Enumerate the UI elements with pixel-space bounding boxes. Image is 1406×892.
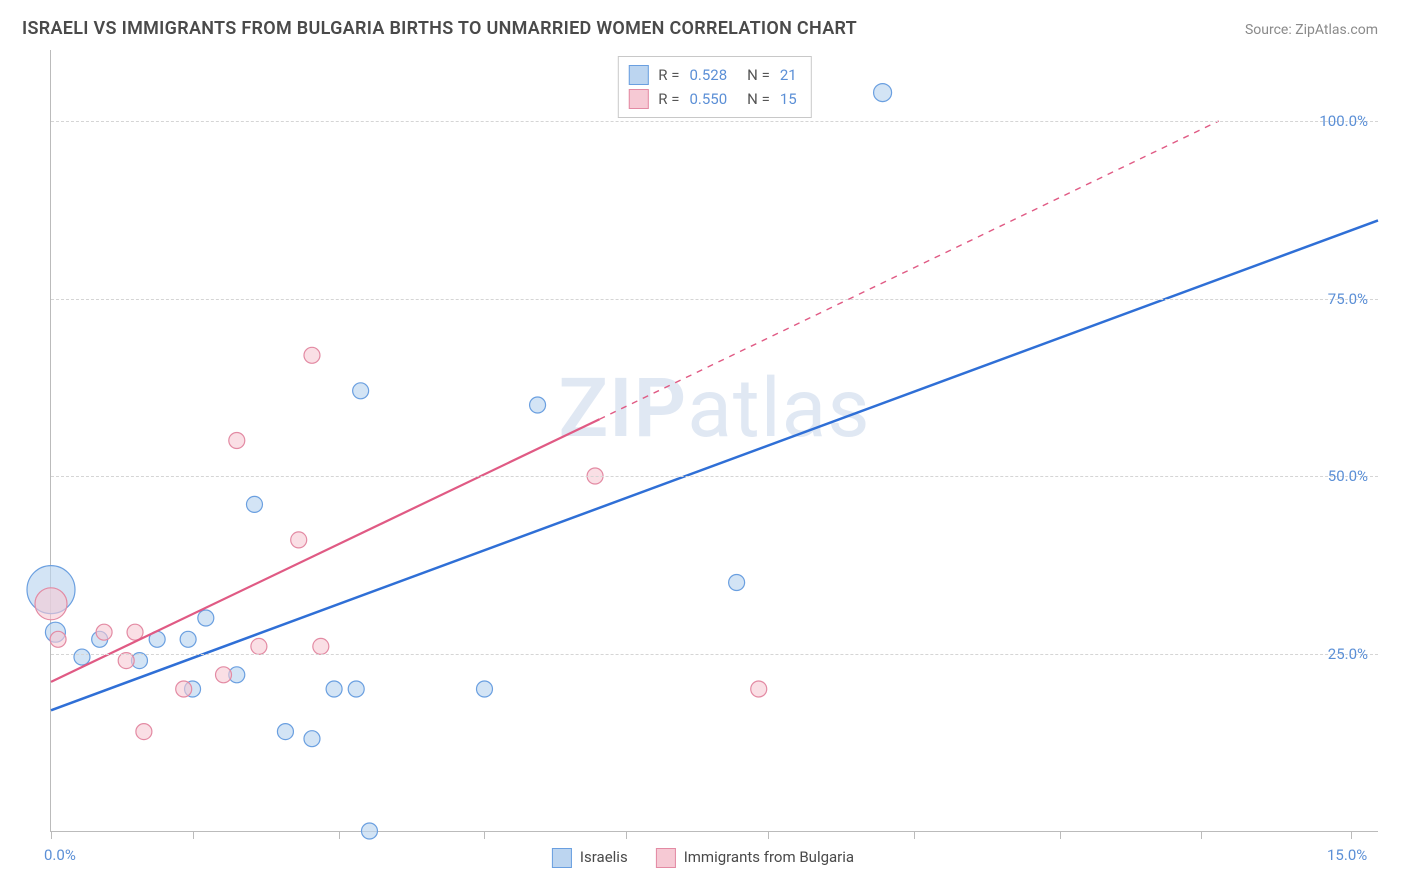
data-point <box>874 84 892 102</box>
data-point <box>729 575 745 591</box>
legend-series: Israelis Immigrants from Bulgaria <box>552 848 854 868</box>
data-point <box>353 383 369 399</box>
data-point <box>35 588 67 620</box>
x-tick <box>1201 831 1202 839</box>
data-point <box>304 731 320 747</box>
x-tick <box>193 831 194 839</box>
data-point <box>180 631 196 647</box>
data-point <box>304 347 320 363</box>
chart-title: ISRAELI VS IMMIGRANTS FROM BULGARIA BIRT… <box>22 18 857 39</box>
legend-series-item: Israelis <box>552 848 628 868</box>
legend-swatch <box>552 848 572 868</box>
gridline <box>51 654 1378 655</box>
x-tick-label: 0.0% <box>44 846 76 864</box>
source-label: Source: ZipAtlas.com <box>1245 22 1378 38</box>
x-tick <box>1060 831 1061 839</box>
data-point <box>216 667 232 683</box>
legend-series-label: Immigrants from Bulgaria <box>684 848 854 866</box>
data-point <box>246 496 262 512</box>
legend-stats: R = 0.528 N = 21 R = 0.550 N = 15 <box>617 56 811 118</box>
trend-line <box>51 220 1378 710</box>
data-point <box>136 724 152 740</box>
y-tick-label: 100.0% <box>1319 112 1368 130</box>
data-point <box>198 610 214 626</box>
x-tick <box>51 831 52 839</box>
y-tick-label: 75.0% <box>1328 290 1368 308</box>
data-point <box>326 681 342 697</box>
data-point <box>348 681 364 697</box>
legend-stats-row: R = 0.550 N = 15 <box>628 87 796 111</box>
data-point <box>96 624 112 640</box>
data-point <box>530 397 546 413</box>
legend-swatch <box>656 848 676 868</box>
gridline <box>51 121 1378 122</box>
data-point <box>50 631 66 647</box>
x-tick <box>1351 831 1352 839</box>
legend-n-value: 21 <box>780 63 797 87</box>
legend-swatch <box>628 65 648 85</box>
x-tick-label: 15.0% <box>1327 846 1367 864</box>
data-point <box>176 681 192 697</box>
data-point <box>361 823 377 839</box>
legend-r-label: R = <box>658 63 679 87</box>
x-tick <box>484 831 485 839</box>
data-point <box>251 638 267 654</box>
legend-n-label: N = <box>747 87 770 111</box>
data-point <box>118 653 134 669</box>
data-point <box>751 681 767 697</box>
data-point <box>476 681 492 697</box>
legend-series-item: Immigrants from Bulgaria <box>656 848 854 868</box>
plot-area: ZIPatlas R =0.528N =21R =0.550N =15 25.0… <box>50 50 1378 832</box>
legend-swatch <box>628 89 648 109</box>
y-tick-label: 25.0% <box>1328 645 1368 663</box>
legend-stats-row: R = 0.528 N = 21 <box>628 63 796 87</box>
y-tick-label: 50.0% <box>1328 467 1368 485</box>
x-tick <box>339 831 340 839</box>
data-point <box>277 724 293 740</box>
legend-series-label: Israelis <box>580 848 628 866</box>
trend-line-extrapolated <box>599 121 1218 419</box>
data-point <box>313 638 329 654</box>
legend-r-value: 0.550 <box>689 87 727 111</box>
gridline <box>51 476 1378 477</box>
gridline <box>51 299 1378 300</box>
data-point <box>74 649 90 665</box>
legend-r-label: R = <box>658 87 679 111</box>
legend-n-value: 15 <box>780 87 797 111</box>
legend-n-label: N = <box>747 63 770 87</box>
data-point <box>291 532 307 548</box>
x-tick <box>626 831 627 839</box>
legend-r-value: 0.528 <box>689 63 727 87</box>
scatter-plot-svg <box>51 50 1378 831</box>
x-tick <box>768 831 769 839</box>
data-point <box>229 433 245 449</box>
x-tick <box>914 831 915 839</box>
